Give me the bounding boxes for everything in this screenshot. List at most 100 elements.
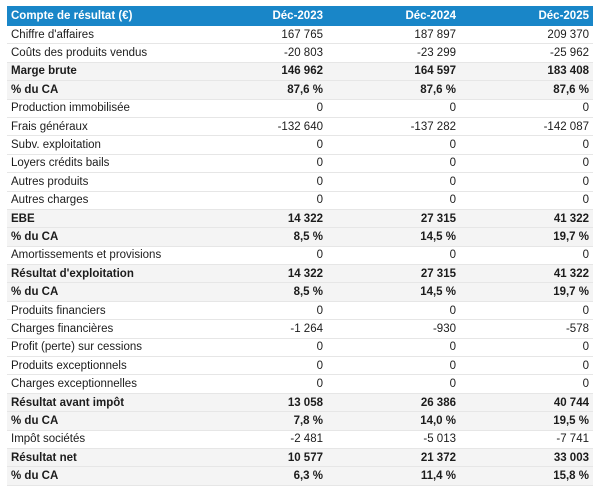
row-value: 0 — [460, 338, 593, 358]
table-row: Charges exceptionnelles 0 0 0 — [7, 374, 593, 394]
row-value: -5 013 — [327, 430, 460, 449]
table-row: Amortissements et provisions 0 0 0 — [7, 246, 593, 266]
row-value: 21 372 — [327, 448, 460, 468]
row-value: 0 — [460, 356, 593, 376]
table-header-row: Compte de résultat (€) Déc-2023 Déc-2024… — [7, 6, 593, 26]
row-value: -142 087 — [460, 117, 593, 137]
row-value: 0 — [460, 374, 593, 394]
row-label: Charges financières — [7, 319, 194, 339]
table-row: Résultat net 10 577 21 372 33 003 — [7, 448, 593, 468]
row-value: 87,6 % — [460, 80, 593, 100]
row-label: Subv. exploitation — [7, 135, 194, 155]
row-value: 14,0 % — [327, 411, 460, 431]
row-value: 7,8 % — [194, 411, 327, 431]
table-title: Compte de résultat (€) — [7, 6, 194, 26]
row-label: Impôt sociétés — [7, 430, 194, 449]
table-row: Produits financiers 0 0 0 — [7, 301, 593, 321]
table-row: % du CA 6,3 % 11,4 % 15,8 % — [7, 466, 593, 486]
row-value: 0 — [327, 374, 460, 394]
table-row: Résultat avant impôt 13 058 26 386 40 74… — [7, 393, 593, 413]
row-value: 0 — [460, 99, 593, 118]
row-value: 8,5 % — [194, 227, 327, 247]
row-label: Charges exceptionnelles — [7, 374, 194, 394]
row-label: Amortissements et provisions — [7, 246, 194, 266]
table-row: Résultat d'exploitation 14 322 27 315 41… — [7, 264, 593, 284]
row-value: 0 — [327, 356, 460, 376]
row-value: 27 315 — [327, 264, 460, 284]
row-label: Chiffre d'affaires — [7, 26, 194, 45]
row-value: 0 — [194, 356, 327, 376]
table-row: Subv. exploitation 0 0 0 — [7, 135, 593, 155]
column-header-dec-2024: Déc-2024 — [327, 6, 460, 26]
table-row: Impôt sociétés -2 481 -5 013 -7 741 — [7, 430, 593, 449]
table-row: Frais généraux -132 640 -137 282 -142 08… — [7, 117, 593, 137]
row-value: 11,4 % — [327, 466, 460, 486]
row-value: 14 322 — [194, 264, 327, 284]
row-label: Autres charges — [7, 191, 194, 210]
table-row: Production immobilisée 0 0 0 — [7, 99, 593, 118]
row-value: 0 — [194, 172, 327, 192]
row-value: 87,6 % — [327, 80, 460, 100]
row-label: % du CA — [7, 466, 194, 486]
row-value: 0 — [194, 191, 327, 210]
row-label: Résultat d'exploitation — [7, 264, 194, 284]
row-value: 41 322 — [460, 209, 593, 229]
row-value: 14,5 % — [327, 282, 460, 302]
row-label: % du CA — [7, 282, 194, 302]
row-value: 0 — [194, 246, 327, 266]
row-value: -132 640 — [194, 117, 327, 137]
row-value: 19,7 % — [460, 282, 593, 302]
row-value: 0 — [194, 154, 327, 174]
row-value: -23 299 — [327, 43, 460, 63]
row-value: 0 — [194, 374, 327, 394]
row-value: 41 322 — [460, 264, 593, 284]
row-label: Marge brute — [7, 62, 194, 82]
row-value: 0 — [327, 246, 460, 266]
row-value: 209 370 — [460, 26, 593, 45]
row-value: 0 — [460, 172, 593, 192]
row-value: 0 — [460, 191, 593, 210]
row-value: 0 — [327, 301, 460, 321]
row-value: 6,3 % — [194, 466, 327, 486]
row-value: 0 — [327, 99, 460, 118]
table-row: Profit (perte) sur cessions 0 0 0 — [7, 338, 593, 358]
column-header-dec-2023: Déc-2023 — [194, 6, 327, 26]
table-row: Produits exceptionnels 0 0 0 — [7, 356, 593, 376]
row-value: 19,7 % — [460, 227, 593, 247]
table-row: Loyers crédits bails 0 0 0 — [7, 154, 593, 174]
row-value: 0 — [460, 154, 593, 174]
row-label: Autres produits — [7, 172, 194, 192]
table-body: Chiffre d'affaires 167 765 187 897 209 3… — [7, 26, 593, 486]
row-value: -20 803 — [194, 43, 327, 63]
row-value: 0 — [194, 135, 327, 155]
row-value: -25 962 — [460, 43, 593, 63]
row-value: 167 765 — [194, 26, 327, 45]
row-label: Loyers crédits bails — [7, 154, 194, 174]
income-statement-table: Compte de résultat (€) Déc-2023 Déc-2024… — [7, 6, 593, 486]
row-label: Profit (perte) sur cessions — [7, 338, 194, 358]
row-label: % du CA — [7, 227, 194, 247]
row-value: 14,5 % — [327, 227, 460, 247]
table-row: Autres produits 0 0 0 — [7, 172, 593, 192]
row-label: Coûts des produits vendus — [7, 43, 194, 63]
row-value: 14 322 — [194, 209, 327, 229]
row-label: Résultat avant impôt — [7, 393, 194, 413]
row-value: 0 — [327, 154, 460, 174]
row-value: -7 741 — [460, 430, 593, 449]
row-value: -930 — [327, 319, 460, 339]
row-value: 187 897 — [327, 26, 460, 45]
row-value: 10 577 — [194, 448, 327, 468]
row-label: EBE — [7, 209, 194, 229]
row-value: -2 481 — [194, 430, 327, 449]
row-value: 0 — [194, 301, 327, 321]
row-value: 0 — [327, 135, 460, 155]
table-row: Charges financières -1 264 -930 -578 — [7, 319, 593, 339]
row-value: 33 003 — [460, 448, 593, 468]
row-value: 0 — [327, 338, 460, 358]
row-value: -137 282 — [327, 117, 460, 137]
row-value: 183 408 — [460, 62, 593, 82]
row-value: 15,8 % — [460, 466, 593, 486]
row-value: 40 744 — [460, 393, 593, 413]
row-value: 19,5 % — [460, 411, 593, 431]
